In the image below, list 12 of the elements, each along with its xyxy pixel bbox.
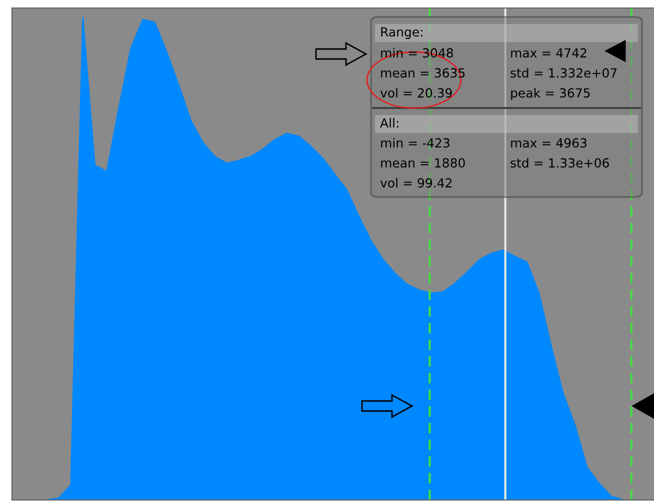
annotation: min = -423 — [381, 138, 450, 148]
annotation: max = 4742 — [511, 48, 586, 58]
annotation: Range: — [381, 27, 422, 40]
annotation: std = 1.332e+07 — [510, 68, 617, 78]
annotation: All: — [380, 118, 398, 128]
annotation: max = 4963 — [511, 138, 586, 148]
annotation: mean = 1880 — [381, 158, 465, 168]
annotation: std = 1.33e+06 — [510, 158, 609, 168]
annotation: peak = 3675 — [511, 88, 590, 100]
annotation: vol = 20.39 — [380, 88, 452, 98]
annotation: min = 3048 — [381, 48, 453, 58]
annotation: vol = 99.42 — [380, 178, 452, 188]
